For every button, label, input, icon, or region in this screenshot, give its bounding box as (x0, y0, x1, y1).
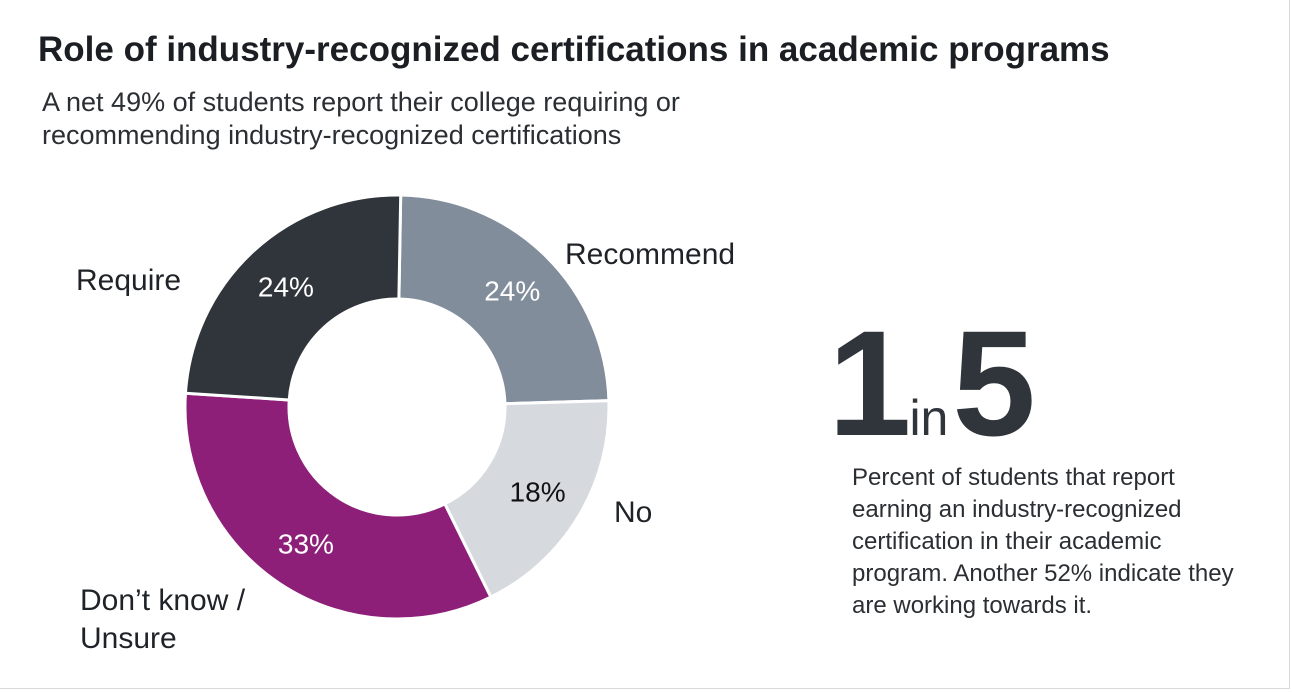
slice-category-label: Recommend (565, 238, 735, 271)
donut-slice-don-t-know-unsure (183, 391, 493, 621)
slice-category-label: Require (76, 264, 181, 297)
chart-title: Role of industry-recognized certificatio… (38, 30, 1110, 69)
stat-number-b: 5 (952, 299, 1035, 467)
stat-number-a: 1 (828, 299, 911, 467)
slice-value-label: 24% (258, 271, 314, 302)
stat-one-in-five: 1in5 (828, 308, 1036, 458)
donut-slice-no (442, 399, 611, 600)
donut-slice-recommend (397, 193, 611, 406)
slice-category-label: No (614, 496, 652, 529)
slice-value-label: 18% (510, 476, 566, 507)
donut-chart: 24% 18% 33% 24% Require Recommend No Don’t know… (76, 193, 735, 655)
stat-connector: in (909, 390, 949, 446)
chart-subtitle: A net 49% of students report their colle… (42, 87, 680, 150)
donut-slice-require (183, 193, 403, 402)
slice-category-label: Don’t know / Unsure (80, 584, 246, 655)
slice-value-label: 33% (278, 528, 334, 559)
stat-description: Percent of students that report earning … (852, 464, 1234, 619)
slice-value-label: 24% (484, 275, 540, 306)
